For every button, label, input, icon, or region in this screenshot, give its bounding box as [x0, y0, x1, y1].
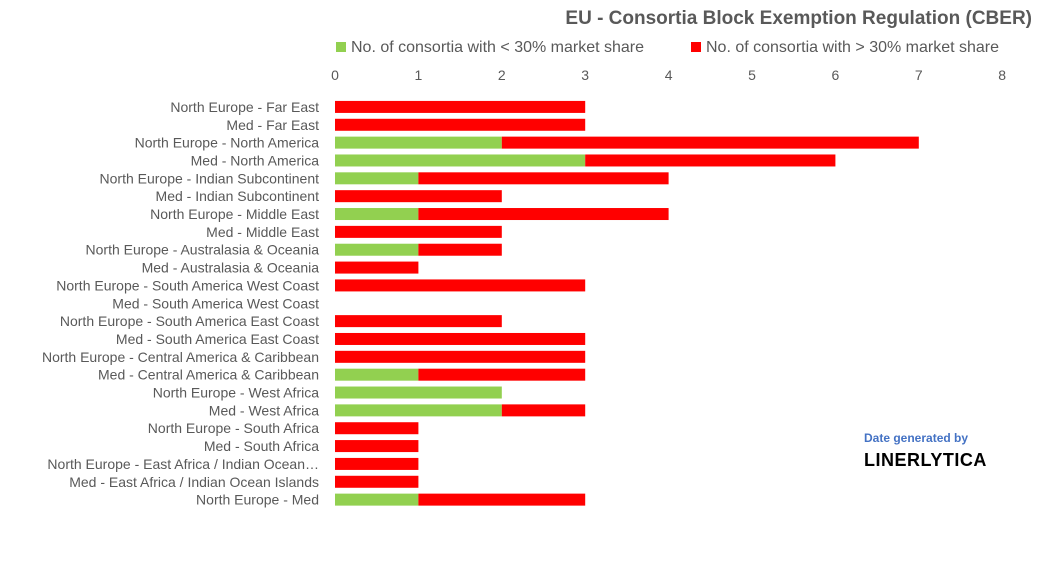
bar-segment-under-30 [335, 368, 419, 381]
attribution-caption: Date generated by [864, 431, 969, 445]
bars [335, 100, 919, 506]
category-label: Med - South Africa [204, 438, 319, 454]
bar-segment-under-30 [335, 154, 586, 167]
x-tick-label: 6 [832, 67, 840, 83]
x-tick-label: 2 [498, 67, 506, 83]
bar-segment-over-30 [335, 315, 502, 328]
category-label: Med - Middle East [206, 224, 319, 240]
category-label: North Europe - Central America & Caribbe… [42, 349, 319, 365]
x-tick-label: 8 [998, 67, 1006, 83]
x-tick-label: 0 [331, 67, 339, 83]
category-label: Med - Australasia & Oceania [142, 260, 320, 276]
category-label: Med - East Africa / Indian Ocean Islands [69, 474, 319, 490]
bar-segment-over-30 [335, 279, 586, 292]
legend-swatch-green [336, 42, 346, 52]
category-label: North Europe - Med [196, 492, 319, 508]
bar-segment-under-30 [335, 243, 419, 256]
category-label: Med - Indian Subcontinent [156, 188, 320, 204]
category-label: Med - West Africa [209, 402, 319, 418]
category-label: North Europe - South Africa [148, 420, 319, 436]
bar-segment-under-30 [335, 493, 419, 506]
legend-swatch-red [691, 42, 701, 52]
category-label: Med - North America [191, 152, 320, 168]
legend-label-over-30: No. of consortia with > 30% market share [706, 39, 1000, 56]
bar-segment-over-30 [335, 261, 419, 274]
category-label: Med - Central America & Caribbean [98, 367, 319, 383]
category-label: North Europe - North America [135, 135, 320, 151]
x-tick-label: 5 [748, 67, 756, 83]
bar-segment-over-30 [335, 190, 502, 203]
bar-segment-over-30 [335, 457, 419, 470]
bar-segment-over-30 [335, 225, 502, 238]
x-axis-ticks: 0 1 2 3 4 5 6 7 8 [331, 67, 1006, 83]
category-label: Med - South America West Coast [112, 295, 319, 311]
bar-segment-over-30 [335, 422, 419, 435]
bar-segment-over-30 [335, 118, 586, 131]
category-label: North Europe - Indian Subcontinent [100, 170, 320, 186]
legend-item-over-30: No. of consortia with > 30% market share [691, 39, 999, 57]
category-label: North Europe - West Africa [153, 385, 319, 401]
chart-title: EU - Consortia Block Exemption Regulatio… [565, 8, 1032, 29]
attribution-brand: LINERLYTICA [864, 450, 987, 470]
bar-segment-under-30 [335, 386, 502, 399]
x-tick-label: 3 [581, 67, 589, 83]
bar-segment-over-30 [335, 332, 586, 345]
category-label: North Europe - South America West Coast [56, 277, 319, 293]
bar-segment-over-30 [335, 475, 419, 488]
bar-segment-under-30 [335, 208, 419, 221]
category-label: North Europe - Australasia & Oceania [86, 242, 320, 258]
legend-label-under-30: No. of consortia with < 30% market share [351, 39, 645, 56]
bar-segment-over-30 [585, 154, 836, 167]
bar-segment-over-30 [335, 100, 586, 113]
category-label: Med - Far East [226, 117, 319, 133]
bar-segment-over-30 [501, 404, 586, 417]
bar-segment-over-30 [418, 243, 502, 256]
bar-segment-under-30 [335, 404, 502, 417]
bar-segment-over-30 [335, 440, 419, 453]
bar-segment-under-30 [335, 172, 419, 185]
bar-segment-over-30 [418, 172, 669, 185]
x-tick-label: 4 [665, 67, 673, 83]
bar-segment-over-30 [501, 136, 919, 149]
category-label: North Europe - Middle East [150, 206, 319, 222]
bar-segment-over-30 [418, 208, 669, 221]
category-label: North Europe - East Africa / Indian Ocea… [47, 456, 319, 472]
category-label: Med - South America East Coast [116, 331, 319, 347]
category-label: North Europe - South America East Coast [60, 313, 319, 329]
category-label: North Europe - Far East [170, 99, 319, 115]
x-tick-label: 7 [915, 67, 923, 83]
bar-segment-over-30 [335, 350, 586, 363]
x-tick-label: 1 [415, 67, 423, 83]
legend-item-under-30: No. of consortia with < 30% market share [336, 39, 644, 57]
category-labels: North Europe - Far East Med - Far East Nor… [42, 99, 319, 508]
bar-segment-over-30 [418, 368, 586, 381]
bar-segment-under-30 [335, 136, 502, 149]
bar-segment-over-30 [418, 493, 586, 506]
